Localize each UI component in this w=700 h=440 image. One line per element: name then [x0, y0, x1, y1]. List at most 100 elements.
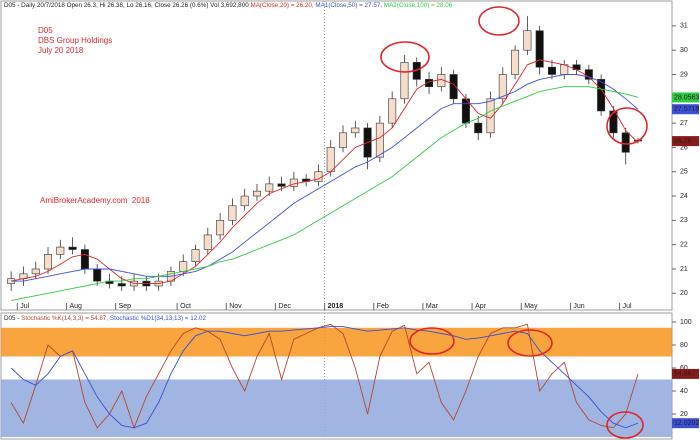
x-tick-label: Jul — [623, 303, 632, 310]
series-line — [10, 323, 639, 430]
candle-body — [93, 268, 102, 282]
header-segment: D05 - — [4, 315, 21, 322]
candle-body — [425, 79, 434, 87]
y-tick-label: 31 — [680, 23, 688, 30]
candle-body — [68, 246, 77, 250]
candle-body — [31, 268, 40, 275]
candle-body — [375, 122, 384, 158]
header-segment: MA2(Close,100) = 28.06 — [384, 2, 453, 9]
y-tick-label: 27 — [680, 120, 688, 127]
candle-body — [265, 183, 274, 192]
y-tick-label: 20 — [680, 411, 688, 418]
x-tick-label: Apr — [475, 303, 487, 310]
candle-body — [216, 220, 225, 236]
candle-body — [400, 62, 409, 100]
y-tick-label: 30 — [680, 47, 688, 54]
highlight-circle — [478, 6, 520, 36]
y-tick-label: 25 — [680, 169, 688, 176]
candle-body — [228, 205, 237, 221]
candle-body — [621, 132, 630, 153]
candle-body — [339, 132, 347, 148]
x-tick-label: Oct — [180, 303, 191, 310]
candle-body — [203, 234, 212, 250]
candle-body — [498, 74, 507, 100]
candle-body — [56, 246, 65, 255]
series-line — [11, 74, 639, 282]
last-value-label: 26.26 — [674, 138, 692, 145]
annotation: July 20 2018 — [38, 46, 84, 55]
zone-band — [1, 327, 672, 357]
candle-body — [547, 66, 556, 75]
highlight-circle — [380, 41, 430, 73]
x-tick-label: Sep — [119, 303, 132, 310]
candle-body — [486, 98, 495, 134]
y-tick-label: 21 — [680, 266, 688, 273]
y-tick-label: 20 — [680, 290, 688, 297]
y-tick-label: 40 — [680, 388, 688, 395]
annotation: D05 — [38, 26, 53, 35]
series-line — [10, 326, 639, 429]
candle-body — [609, 110, 618, 134]
series-line — [11, 86, 639, 302]
x-tick-label: Nov — [229, 303, 242, 310]
y-tick-label: 80 — [680, 342, 688, 349]
x-tick-label: Dec — [278, 303, 291, 310]
x-tick-label: Feb — [377, 303, 389, 310]
candle-body — [388, 98, 397, 124]
y-tick-label: 22 — [680, 242, 688, 249]
x-tick-label: May — [524, 303, 538, 310]
candle-body — [474, 122, 483, 134]
last-value-label: 27.5718 — [674, 106, 699, 113]
candle-body — [523, 30, 532, 51]
last-value-label: 28.0563 — [674, 94, 699, 101]
y-tick-label: 29 — [680, 71, 688, 78]
highlight-circle — [507, 329, 553, 357]
highlight-circle — [606, 411, 644, 439]
stochastic-header: D05 - Stochastic %K(14,3,3) = 54.87, Sto… — [4, 315, 206, 322]
last-value-box — [672, 136, 699, 147]
annotation: AmiBrokerAcademy.com 2018 — [40, 196, 150, 205]
header-segment: MA(Close,20) = 26.20, — [250, 2, 315, 9]
highlight-circle — [606, 107, 648, 145]
y-tick-label: 24 — [680, 193, 688, 200]
candle-body — [511, 49, 520, 75]
candle-body — [314, 171, 323, 182]
x-tick-label: Mar — [426, 303, 439, 310]
header-segment: Stochastic %K(14,3,3) = 54.87, — [21, 315, 110, 322]
candle-body — [191, 249, 200, 262]
candle-body — [597, 79, 606, 112]
x-tick-label: 2018 — [328, 303, 344, 310]
candle-body — [351, 127, 360, 134]
last-value-label: 12.0202 — [674, 420, 699, 427]
last-value-box — [672, 418, 699, 429]
y-tick-label: 26 — [680, 144, 688, 151]
x-tick-label: Jul — [20, 303, 29, 310]
y-tick-label: 60 — [680, 365, 688, 372]
last-value-box — [672, 104, 699, 115]
series-line — [11, 59, 639, 285]
candle-body — [289, 178, 298, 187]
candle-body — [449, 74, 458, 100]
last-value-box — [672, 92, 699, 103]
zone-band — [1, 379, 672, 437]
annotation: DBS Group Holdings — [38, 36, 112, 45]
candle-body — [252, 190, 261, 197]
candle-body — [535, 30, 544, 68]
last-value-box — [672, 368, 699, 379]
header-segment: Stochastic %D1(34,13,13) = 12.02 — [110, 315, 207, 322]
header-segment: D05 - Daily 20/7/2018 Open 26.3, Hi 26.3… — [4, 2, 250, 9]
header-segment: MA1(Close,50) = 27.57, — [315, 2, 383, 9]
x-tick-label: Jun — [573, 303, 584, 310]
last-value-label: 54.867 — [674, 371, 696, 378]
candle-body — [117, 283, 126, 287]
candle-body — [44, 254, 53, 270]
price-panel — [0, 0, 673, 311]
highlight-circle — [409, 327, 455, 355]
candle-body — [240, 195, 249, 207]
x-tick-label: Aug — [69, 303, 82, 310]
y-tick-label: 100 — [680, 319, 692, 326]
candle-body — [277, 183, 286, 187]
